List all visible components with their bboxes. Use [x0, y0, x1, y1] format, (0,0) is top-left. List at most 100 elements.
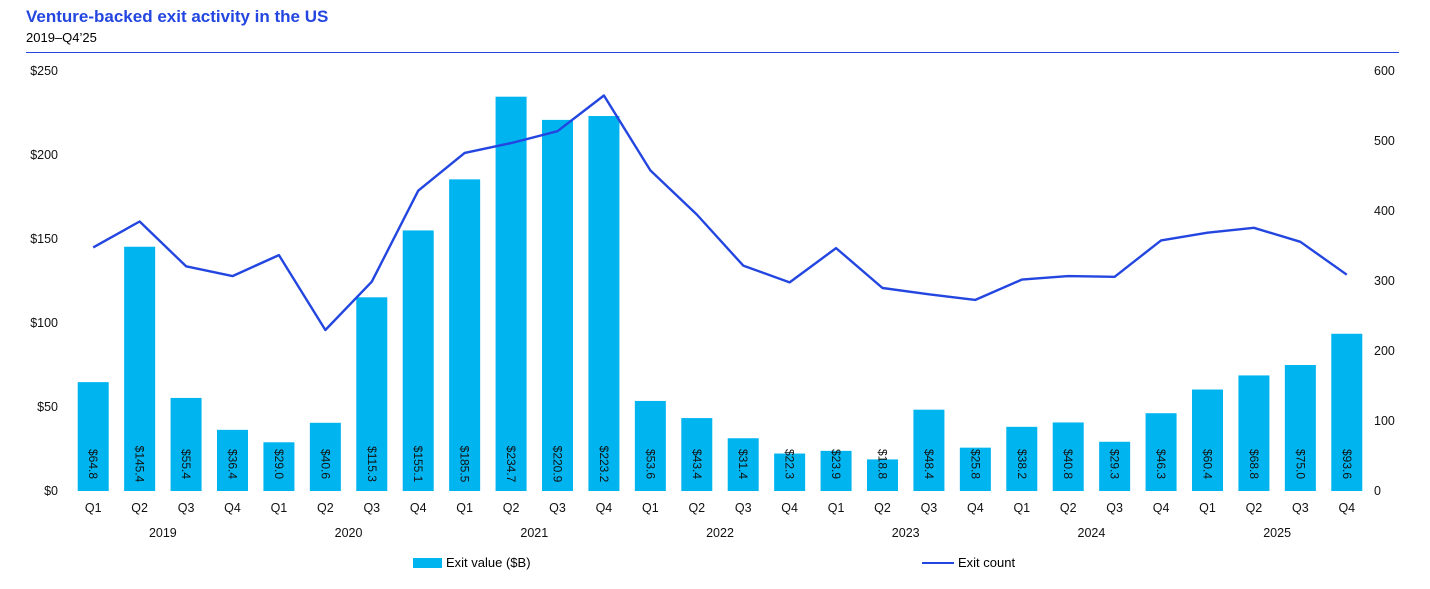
- y-left-tick-label: $250: [30, 64, 58, 78]
- bar: [588, 116, 620, 492]
- bar: [542, 119, 573, 491]
- x-tick-label: Q1: [1013, 501, 1030, 515]
- bar-labels: $64.8 $145.4 $55.4 $36.4 $29.0 $40.6 $115.3 $15…: [86, 446, 1354, 483]
- x-tick-label: Q1: [456, 501, 473, 515]
- bar: [449, 179, 481, 492]
- bar-data-label: $234.7: [504, 446, 518, 483]
- bar: [217, 429, 248, 491]
- bar-data-label: $23.9: [829, 449, 843, 479]
- x-tick-label: Q4: [967, 501, 984, 515]
- x-axis-quarters: Q1 Q2 Q3 Q4 Q1 Q2 Q3 Q4 Q1 Q2 Q3 Q4 Q1 Q2 Q3 Q4 Q1 Q2 Q3 Q4…: [85, 501, 1355, 515]
- y-left-tick-label: $150: [30, 232, 58, 246]
- bar: [959, 447, 991, 491]
- bar-data-label: $115.3: [365, 446, 379, 482]
- bar-data-label: $93.6: [1340, 449, 1354, 479]
- bar: [263, 442, 295, 491]
- x-tick-label: Q3: [549, 501, 566, 515]
- bar-data-label: $36.4: [226, 449, 240, 479]
- bar: [1052, 422, 1084, 491]
- bar-data-label: $40.6: [318, 449, 332, 479]
- bar: [1006, 426, 1038, 491]
- bar-data-label: $29.0: [272, 449, 286, 479]
- bar: [356, 297, 388, 491]
- legend-bar-swatch: [413, 557, 442, 568]
- x-year-label: 2025: [1263, 526, 1291, 540]
- y-right-tick-label: 200: [1374, 344, 1395, 358]
- chart-title: Venture-backed exit activity in the US: [26, 7, 329, 26]
- bar-data-label: $55.4: [179, 449, 193, 479]
- bar-data-label: $18.8: [876, 449, 890, 479]
- y-axis-left: $0 $50 $100 $150 $200 $250: [30, 64, 58, 498]
- bar-data-label: $185.5: [458, 446, 472, 483]
- x-tick-label: Q2: [1060, 501, 1077, 515]
- bar-data-label: $75.0: [1293, 449, 1307, 479]
- x-tick-label: Q2: [874, 501, 891, 515]
- bar: [309, 422, 341, 491]
- legend-item-exit-count: Exit count: [922, 555, 1015, 570]
- x-tick-label: Q3: [921, 501, 938, 515]
- legend-line-swatch: [922, 561, 954, 564]
- x-year-label: 2021: [520, 526, 548, 540]
- line-series: [92, 94, 1348, 332]
- y-right-tick-label: 400: [1374, 204, 1395, 218]
- bar-data-label: $22.3: [783, 449, 797, 479]
- bar-data-label: $43.4: [690, 449, 704, 479]
- bar-data-label: $64.8: [86, 449, 100, 479]
- x-year-label: 2022: [706, 526, 734, 540]
- bar: [1238, 375, 1270, 491]
- x-tick-label: Q2: [317, 501, 334, 515]
- bar: [124, 246, 156, 491]
- legend-label-exit-value: Exit value ($B): [446, 555, 531, 570]
- bar-data-label: $29.3: [1108, 449, 1122, 479]
- bar: [913, 409, 945, 491]
- x-tick-label: Q3: [178, 501, 195, 515]
- x-tick-label: Q3: [1292, 501, 1309, 515]
- x-tick-label: Q1: [1199, 501, 1216, 515]
- x-tick-label: Q1: [642, 501, 659, 515]
- bar-data-label: $155.1: [411, 446, 425, 483]
- x-tick-label: Q4: [410, 501, 427, 515]
- bar: [727, 438, 759, 491]
- y-right-tick-label: 600: [1374, 64, 1395, 78]
- y-right-tick-label: 500: [1374, 134, 1395, 148]
- y-left-tick-label: $100: [30, 316, 58, 330]
- x-tick-label: Q1: [271, 501, 288, 515]
- x-year-label: 2019: [149, 526, 177, 540]
- legend-item-exit-value: Exit value ($B): [413, 555, 531, 570]
- bar: [867, 459, 898, 491]
- x-tick-label: Q2: [131, 501, 148, 515]
- x-tick-label: Q3: [363, 501, 380, 515]
- x-year-label: 2024: [1078, 526, 1106, 540]
- bar-data-label: $38.2: [1015, 449, 1029, 479]
- x-tick-label: Q4: [1153, 501, 1170, 515]
- x-tick-label: Q1: [85, 501, 102, 515]
- x-tick-label: Q1: [828, 501, 845, 515]
- bar-data-label: $145.4: [133, 446, 147, 483]
- bar: [402, 230, 434, 491]
- bar-data-label: $68.8: [1247, 449, 1261, 479]
- bar-data-label: $223.2: [597, 446, 611, 483]
- x-tick-label: Q2: [688, 501, 705, 515]
- bar: [1192, 389, 1223, 491]
- bar: [1284, 365, 1316, 491]
- title-divider: [26, 52, 1399, 53]
- bar-data-label: $40.8: [1061, 449, 1075, 479]
- bar: [170, 397, 202, 491]
- bar-data-label: $46.3: [1154, 449, 1168, 479]
- x-tick-label: Q4: [1338, 501, 1355, 515]
- bar-data-label: $31.4: [736, 449, 750, 479]
- exit-count-line: [92, 94, 1348, 332]
- bar: [77, 382, 109, 491]
- y-left-tick-label: $0: [44, 484, 58, 498]
- bar-data-label: $25.8: [968, 449, 982, 479]
- x-axis-years: 2019 2020 2021 2022 2023 2024 2025: [149, 526, 1291, 540]
- chart-subtitle: 2019–Q4’25: [26, 30, 97, 45]
- x-tick-label: Q4: [781, 501, 798, 515]
- bar-data-label: $220.9: [551, 446, 565, 483]
- bar: [495, 96, 527, 491]
- bar-data-label: $48.4: [922, 449, 936, 479]
- x-tick-label: Q3: [1106, 501, 1123, 515]
- x-tick-label: Q4: [224, 501, 241, 515]
- bar: [681, 418, 713, 491]
